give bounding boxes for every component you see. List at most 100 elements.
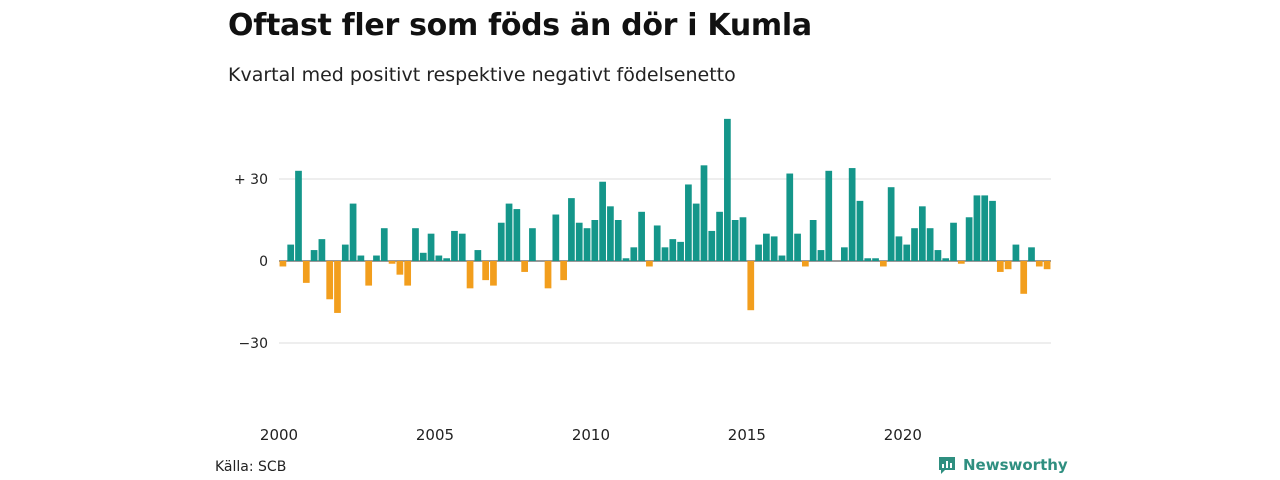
- bar-22: [451, 230, 458, 261]
- x-tick-label: 2005: [416, 426, 454, 444]
- bar-50: [669, 239, 677, 261]
- bar-94: [1012, 244, 1020, 261]
- bar-98: [1043, 261, 1051, 270]
- bar-97: [1035, 261, 1043, 267]
- bar-67: [802, 261, 809, 267]
- bar-78: [887, 187, 895, 261]
- bar-55: [708, 230, 716, 261]
- bar-3: [302, 261, 310, 283]
- bar-30: [513, 209, 521, 261]
- bar-74: [856, 200, 864, 261]
- bar-85: [942, 258, 950, 261]
- bar-11: [365, 261, 373, 286]
- source-label: Källa: SCB: [215, 459, 287, 475]
- bar-80: [903, 244, 911, 261]
- bar-61: [755, 244, 762, 261]
- bar-18: [419, 252, 427, 261]
- bar-40: [591, 220, 599, 261]
- x-tick-label: 2015: [728, 426, 766, 444]
- bar-49: [661, 247, 669, 261]
- bar-21: [443, 258, 451, 261]
- bar-12: [373, 255, 380, 261]
- chart-title: Oftast fler som föds än dör i Kumla: [228, 8, 812, 43]
- bar-28: [497, 222, 505, 261]
- bar-63: [770, 236, 778, 261]
- bar-19: [427, 233, 435, 261]
- bar-72: [841, 247, 848, 261]
- bar-48: [653, 225, 661, 261]
- bar-93: [1004, 261, 1012, 270]
- bar-75: [864, 258, 872, 261]
- bar-44: [622, 258, 630, 261]
- bar-26: [482, 261, 489, 281]
- x-tick-label: 2010: [572, 426, 610, 444]
- bar-59: [739, 217, 747, 261]
- bar-54: [700, 165, 708, 261]
- bar-41: [599, 181, 606, 261]
- bars: [279, 118, 1051, 313]
- bar-35: [552, 214, 560, 261]
- x-tick-label: 2020: [884, 426, 922, 444]
- bar-47: [646, 261, 653, 267]
- bar-27: [490, 261, 497, 286]
- bar-89: [973, 195, 981, 261]
- bar-84: [934, 250, 942, 261]
- bar-87: [957, 261, 965, 264]
- bar-82: [918, 206, 926, 261]
- bar-4: [310, 250, 318, 261]
- bar-95: [1020, 261, 1028, 294]
- bar-65: [786, 173, 794, 261]
- y-tick-label: + 30: [234, 172, 268, 188]
- bar-52: [685, 184, 692, 261]
- bar-37: [568, 198, 575, 261]
- bar-73: [848, 168, 856, 261]
- bar-25: [474, 250, 482, 261]
- bar-8: [341, 244, 349, 261]
- bar-43: [614, 220, 622, 261]
- bar-66: [794, 233, 801, 261]
- bar-6: [326, 261, 334, 300]
- bar-86: [950, 222, 957, 261]
- y-tick-label: 0: [259, 254, 268, 270]
- x-axis-ticks: 2000 2005 2010 2015 2020: [260, 426, 922, 444]
- bar-70: [825, 170, 833, 261]
- bar-91: [989, 200, 996, 261]
- bar-58: [731, 220, 739, 261]
- bar-16: [404, 261, 412, 286]
- brand-name: Newsworthy: [963, 456, 1068, 474]
- bar-24: [466, 261, 474, 289]
- bar-46: [638, 211, 645, 261]
- bar-81: [911, 228, 918, 261]
- bar-15: [396, 261, 404, 275]
- bar-23: [458, 233, 466, 261]
- newsworthy-logo-icon: [939, 457, 955, 474]
- bar-13: [380, 228, 388, 261]
- bar-76: [872, 258, 879, 261]
- y-tick-label: −30: [238, 336, 268, 352]
- bar-31: [521, 261, 528, 272]
- bar-62: [763, 233, 770, 261]
- bar-45: [630, 247, 638, 261]
- bar-42: [607, 206, 614, 261]
- bar-68: [809, 220, 817, 261]
- brand-logo[interactable]: Newsworthy: [937, 455, 1068, 475]
- bar-20: [435, 255, 443, 261]
- bar-57: [724, 118, 731, 262]
- bar-14: [388, 261, 396, 264]
- bar-29: [505, 203, 513, 261]
- bar-1: [287, 244, 295, 261]
- bar-69: [817, 250, 825, 261]
- bar-5: [318, 239, 326, 261]
- bar-64: [778, 255, 786, 261]
- y-axis-ticks: + 30 0 −30: [234, 172, 268, 352]
- bar-7: [334, 261, 341, 313]
- bar-36: [560, 261, 567, 281]
- bar-96: [1028, 247, 1035, 261]
- bar-77: [879, 261, 887, 267]
- bar-60: [747, 261, 755, 311]
- bar-38: [575, 222, 583, 261]
- bar-51: [677, 241, 684, 261]
- bar-79: [895, 236, 903, 261]
- bar-88: [965, 217, 973, 261]
